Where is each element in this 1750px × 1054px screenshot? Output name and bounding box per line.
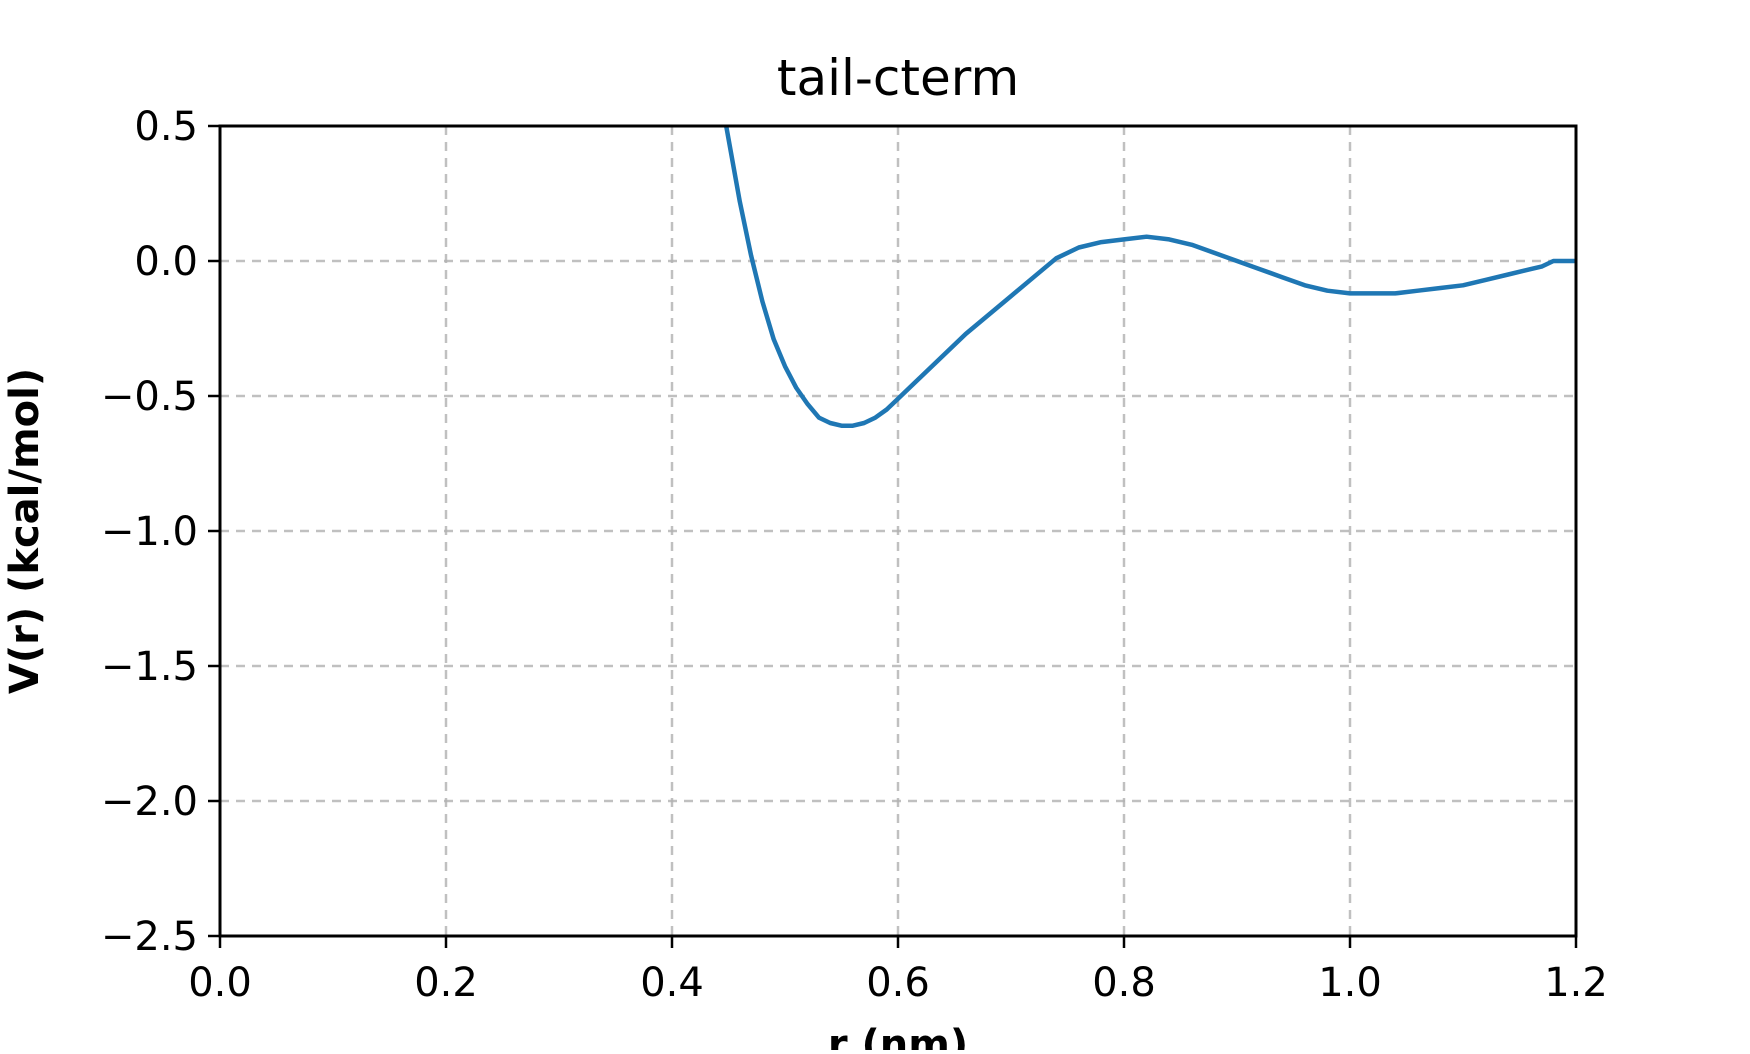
- x-tick-label: 1.0: [1318, 960, 1382, 1006]
- y-tick-label: 0.0: [134, 239, 198, 285]
- y-tick-label: −0.5: [101, 374, 198, 420]
- x-axis-label: r (nm): [828, 1022, 968, 1050]
- x-tick-label: 0.8: [1092, 960, 1156, 1006]
- y-tick-label: 0.5: [134, 104, 198, 150]
- y-tick-label: −1.0: [101, 509, 198, 555]
- x-tick-label: 0.6: [866, 960, 930, 1006]
- y-tick-label: −2.5: [101, 914, 198, 960]
- y-tick-label: −2.0: [101, 779, 198, 825]
- series-line: [723, 125, 1576, 428]
- series-layer: [723, 125, 1576, 428]
- chart-title: tail-cterm: [777, 49, 1019, 107]
- y-axis-label: V(r) (kcal/mol): [2, 368, 48, 694]
- x-tick-label: 0.2: [414, 960, 478, 1006]
- x-tick-label: 0.0: [188, 960, 252, 1006]
- y-axis-ticks: 0.5 0.0 −0.5 −1.0 −1.5 −2.0 −2.5: [101, 104, 220, 960]
- x-tick-label: 0.4: [640, 960, 704, 1006]
- y-tick-label: −1.5: [101, 644, 198, 690]
- x-tick-label: 1.2: [1544, 960, 1608, 1006]
- x-axis-ticks: 0.0 0.2 0.4 0.6 0.8 1.0 1.2: [188, 936, 1608, 1006]
